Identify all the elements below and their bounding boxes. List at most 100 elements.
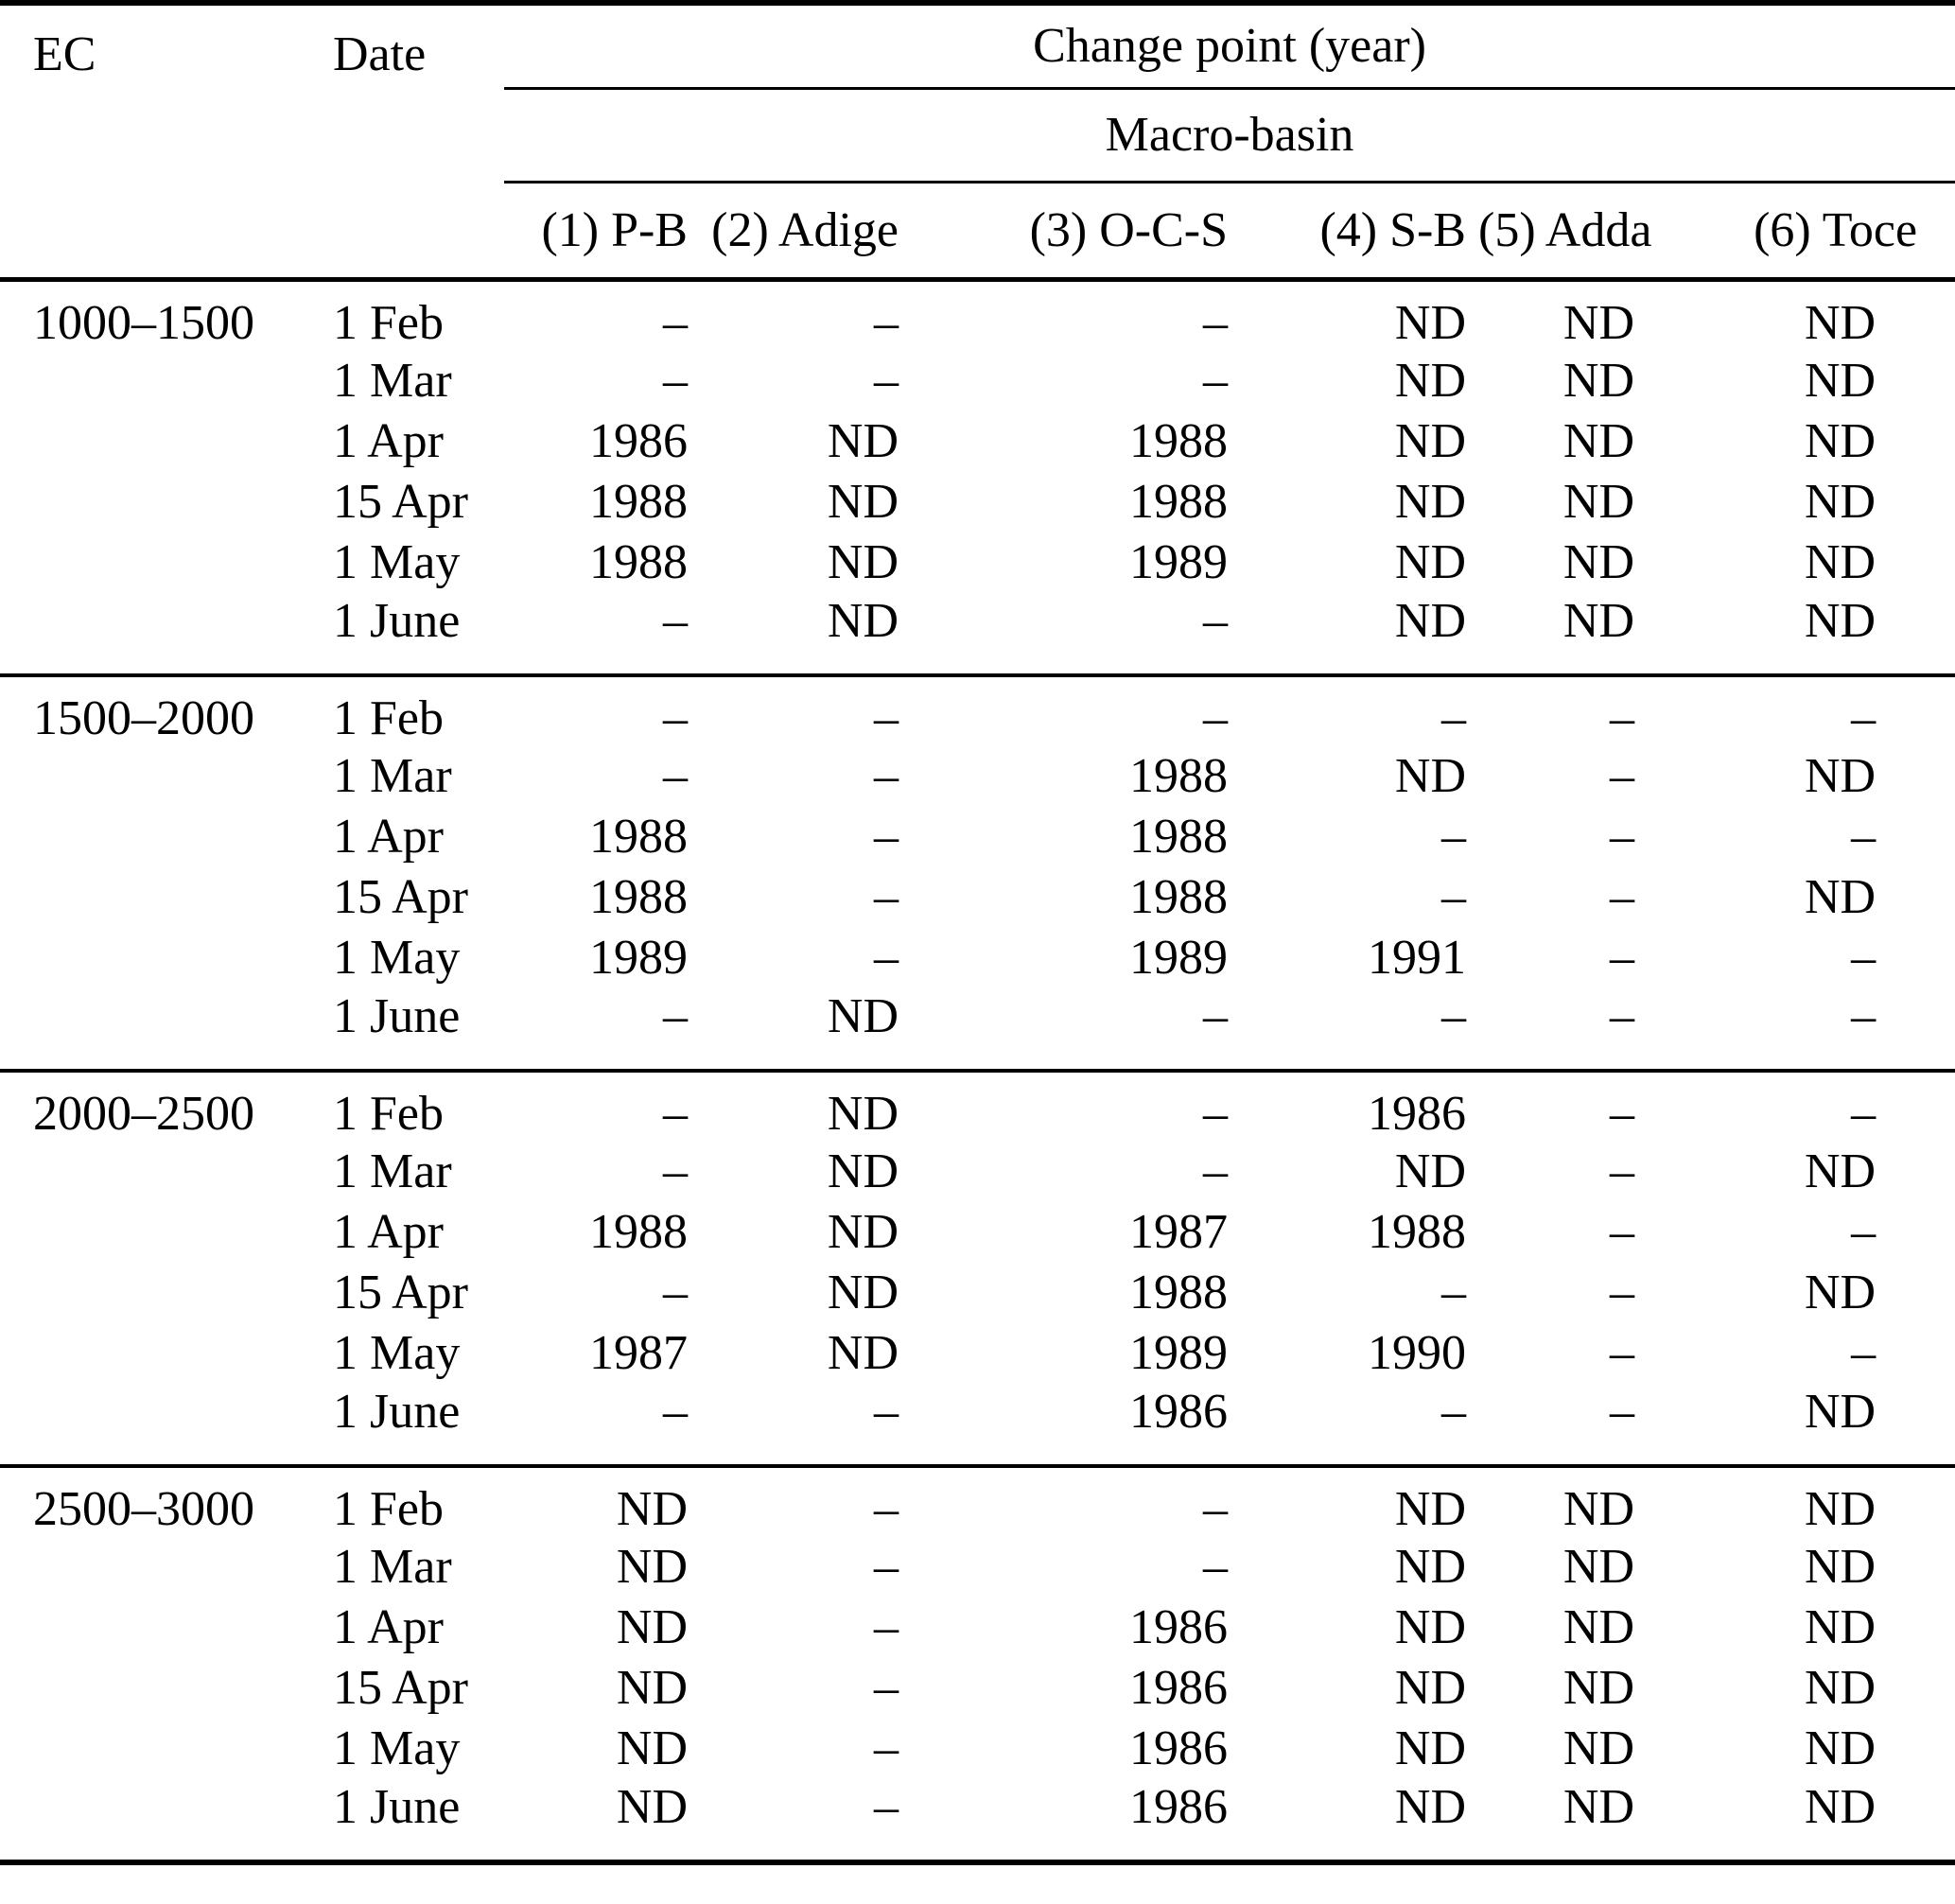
value-cell: –	[1851, 690, 1876, 745]
value-cell: ND	[1562, 1779, 1634, 1834]
value-cell: ND	[1804, 870, 1876, 924]
ec-range-cell	[0, 533, 274, 593]
value-cell: ND	[616, 1779, 688, 1834]
basin-header-toce: (6) Toce	[1754, 202, 1918, 257]
value-cell: –	[663, 1266, 688, 1319]
value-cell: –	[1610, 1205, 1634, 1259]
date-cell: 1 Feb	[333, 1481, 444, 1536]
value-cell: ND	[616, 1600, 688, 1654]
value-cell: –	[663, 1384, 688, 1439]
value-cell: ND	[1804, 749, 1876, 803]
value-cell: ND	[1804, 1384, 1876, 1439]
value-cell: ND	[1804, 475, 1876, 529]
value-cell: –	[1851, 1326, 1876, 1380]
value-cell: –	[1203, 1144, 1228, 1198]
value-cell: ND	[1804, 1600, 1876, 1654]
basin-header-pb: (1) P-B	[541, 202, 688, 257]
ec-range-cell	[0, 1658, 274, 1719]
value-cell: ND	[1394, 1540, 1466, 1594]
value-cell: ND	[1394, 1600, 1466, 1654]
ec-range-cell: 2500–3000	[33, 1481, 254, 1536]
table-header: EC Date Change point (year) Macro-basin …	[0, 3, 1955, 279]
value-cell: 1988	[1129, 414, 1228, 468]
value-cell: 1988	[1129, 475, 1228, 529]
value-cell: –	[874, 870, 899, 924]
value-cell: ND	[827, 1326, 899, 1380]
value-cell: 1988	[1368, 1205, 1466, 1259]
value-cell: ND	[1804, 1721, 1876, 1775]
value-cell: ND	[1804, 1266, 1876, 1319]
date-cell: 1 Feb	[333, 295, 444, 350]
value-cell: ND	[827, 1144, 899, 1198]
value-cell: 1987	[589, 1326, 688, 1380]
table-row: 1 Mar – ND – ND – ND	[0, 1142, 1955, 1202]
ec-range-cell	[0, 351, 274, 411]
date-cell: 1 May	[333, 1721, 461, 1775]
table-row: 1 May 1988 ND 1989 ND ND ND	[0, 533, 1955, 593]
value-cell: –	[1203, 295, 1228, 350]
value-cell: ND	[1804, 1779, 1876, 1834]
value-cell: 1991	[1368, 931, 1466, 985]
value-cell: –	[874, 1661, 899, 1715]
value-cell: ND	[1394, 295, 1466, 350]
date-cell: 1 Mar	[333, 354, 452, 408]
value-cell: –	[874, 810, 899, 864]
value-cell: 1988	[589, 1205, 688, 1259]
ec-group: 1500–2000 1 Feb – – – – – –1 Mar – –1988 ND – ND 1 Ap…	[0, 674, 1955, 1071]
value-cell: 1986	[1368, 1086, 1466, 1141]
value-cell: –	[874, 295, 899, 350]
value-cell: ND	[1394, 535, 1466, 589]
date-cell: 1 Mar	[333, 1540, 452, 1594]
ec-range-cell	[0, 988, 274, 1071]
header-row-basins: (1) P-B (2) Adige (3) O-C-S (4) S-B (5) …	[0, 182, 1955, 279]
value-cell: –	[663, 1086, 688, 1141]
ec-range-cell	[0, 593, 274, 675]
value-cell: –	[1441, 690, 1466, 745]
value-cell: ND	[1804, 1661, 1876, 1715]
value-cell: –	[874, 354, 899, 408]
ec-range-cell	[0, 411, 274, 472]
value-cell: –	[663, 690, 688, 745]
value-cell: ND	[1394, 1481, 1466, 1536]
date-cell: 1 June	[333, 1779, 461, 1834]
value-cell: –	[1610, 1144, 1634, 1198]
ec-range-cell	[0, 1537, 274, 1598]
value-cell: ND	[1562, 1540, 1634, 1594]
basin-header-sb: (4) S-B	[1319, 202, 1466, 257]
value-cell: –	[874, 1600, 899, 1654]
value-cell: ND	[1562, 354, 1634, 408]
value-cell: –	[874, 1721, 899, 1775]
value-cell: ND	[1804, 1481, 1876, 1536]
ec-range-cell	[0, 472, 274, 533]
value-cell: –	[1203, 1086, 1228, 1141]
value-cell: ND	[616, 1540, 688, 1594]
value-cell: 1989	[1129, 1326, 1228, 1380]
ec-range-cell	[0, 928, 274, 988]
value-cell: 1986	[1129, 1661, 1228, 1715]
table-row: 15 Apr ND – 1986 ND ND ND	[0, 1658, 1955, 1719]
value-cell: –	[1851, 810, 1876, 864]
table-row: 1 June – ND – – – –	[0, 988, 1955, 1071]
date-cell: 1 May	[333, 931, 461, 985]
value-cell: –	[874, 1540, 899, 1594]
table-row: 1 Apr 1986 ND 1988 ND ND ND	[0, 411, 1955, 472]
value-cell: ND	[1394, 1661, 1466, 1715]
value-cell: 1988	[589, 810, 688, 864]
value-cell: –	[1441, 1384, 1466, 1439]
date-cell: 1 Mar	[333, 1144, 452, 1198]
value-cell: ND	[1804, 1144, 1876, 1198]
value-cell: ND	[616, 1481, 688, 1536]
date-cell: 1 May	[333, 535, 461, 589]
value-cell: –	[1203, 988, 1228, 1043]
ec-range-cell: 1000–1500	[33, 295, 254, 350]
value-cell: 1988	[589, 535, 688, 589]
value-cell: 1989	[1129, 535, 1228, 589]
table-row: 1 June – ND – ND ND ND	[0, 593, 1955, 675]
date-cell: 1 Feb	[333, 1086, 444, 1141]
basin-header-adda: (5) Adda	[1478, 202, 1652, 257]
table-row: 1 Mar – – – ND ND ND	[0, 351, 1955, 411]
value-cell: ND	[1804, 295, 1876, 350]
value-cell: 1986	[1129, 1779, 1228, 1834]
value-cell: ND	[1562, 1721, 1634, 1775]
value-cell: –	[874, 690, 899, 745]
